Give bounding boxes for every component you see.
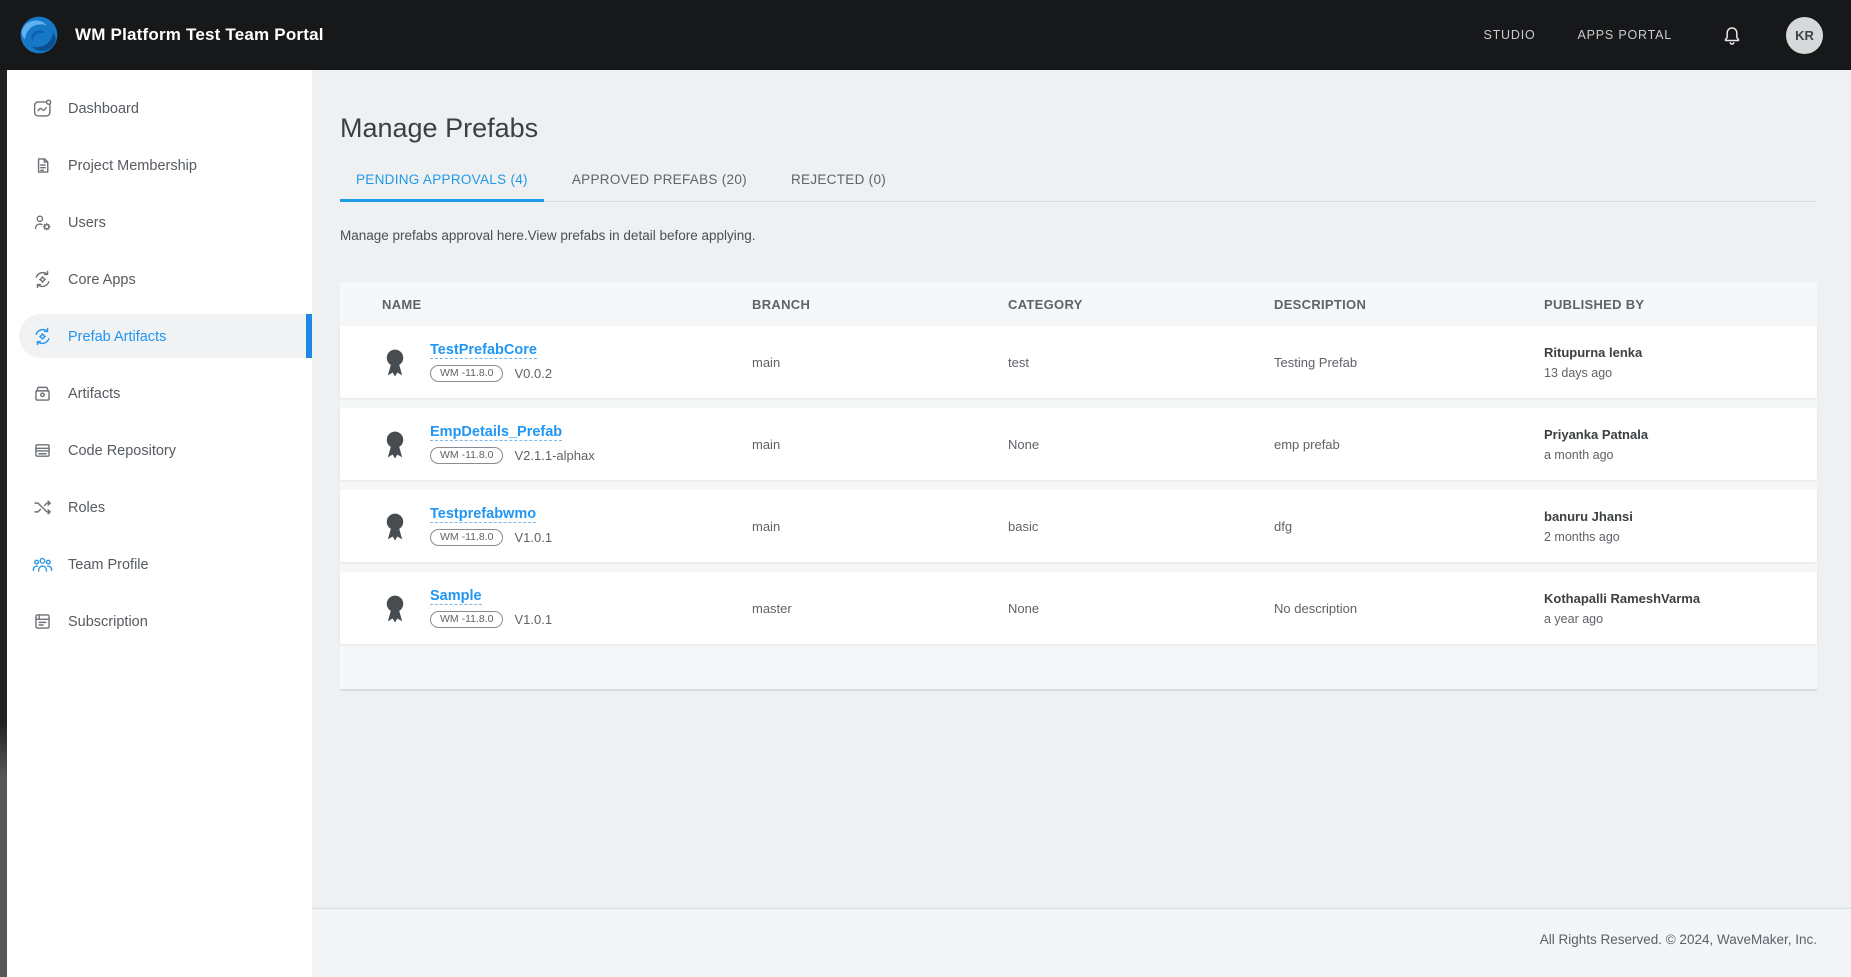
sidebar-item-users[interactable]: Users bbox=[7, 194, 312, 251]
prefab-name-link[interactable]: Testprefabwmo bbox=[430, 506, 537, 523]
project-membership-icon bbox=[31, 155, 53, 177]
branch-cell: main bbox=[752, 518, 781, 534]
copyright-text: All Rights Reserved. © 2024, WaveMaker, … bbox=[1539, 932, 1817, 947]
wm-version-chip: WM -11.8.0 bbox=[430, 611, 504, 628]
column-header-category: CATEGORY bbox=[1008, 296, 1083, 312]
active-item-background bbox=[19, 314, 312, 358]
description-cell: Testing Prefab bbox=[1274, 354, 1358, 370]
column-header-published-by: PUBLISHED BY bbox=[1544, 296, 1645, 312]
sidebar-item-project-membership[interactable]: Project Membership bbox=[7, 137, 312, 194]
user-avatar[interactable]: KR bbox=[1786, 16, 1823, 54]
prefab-name-link[interactable]: TestPrefabCore bbox=[430, 342, 537, 359]
published-by-name: Ritupurna lenka bbox=[1544, 344, 1643, 360]
sidebar-item-team-profile[interactable]: Team Profile bbox=[7, 536, 312, 593]
users-gear-icon bbox=[31, 212, 53, 234]
table-row: Sample WM -11.8.0 V1.0.1 master None No … bbox=[340, 572, 1817, 644]
category-cell: None bbox=[1008, 436, 1040, 452]
description-cell: No description bbox=[1274, 600, 1358, 616]
published-by-name: banuru Jhansi bbox=[1544, 508, 1633, 524]
wm-version-chip: WM -11.8.0 bbox=[430, 529, 504, 546]
category-cell: basic bbox=[1008, 518, 1039, 534]
sidebar-item-artifacts[interactable]: Artifacts bbox=[7, 365, 312, 422]
prefab-version: V2.1.1-alphax bbox=[514, 448, 595, 463]
table-row: TestPrefabCore WM -11.8.0 V0.0.2 main te… bbox=[340, 326, 1817, 398]
category-cell: test bbox=[1008, 354, 1029, 370]
prefab-artifacts-sync-icon bbox=[31, 326, 53, 348]
sidebar-item-prefab-artifacts[interactable]: Prefab Artifacts bbox=[7, 308, 312, 365]
tab-bar: PENDING APPROVALS (4) APPROVED PREFABS (2… bbox=[340, 172, 1817, 202]
sidebar-item-core-apps[interactable]: Core Apps bbox=[7, 251, 312, 308]
tab-rejected-0[interactable]: REJECTED (0) bbox=[790, 172, 887, 187]
published-by-name: Kothapalli RameshVarma bbox=[1544, 590, 1701, 606]
team-profile-icon bbox=[31, 554, 53, 576]
tab-approved-prefabs-20[interactable]: APPROVED PREFABS (20) bbox=[571, 172, 747, 187]
prefab-badge-icon bbox=[382, 347, 408, 378]
code-repository-icon bbox=[31, 440, 53, 462]
prefab-name-link[interactable]: EmpDetails_Prefab bbox=[430, 424, 563, 441]
page-title: Manage Prefabs bbox=[340, 113, 539, 143]
core-apps-sync-icon bbox=[31, 269, 53, 291]
active-indicator bbox=[306, 314, 312, 358]
sidebar-item-code-repository[interactable]: Code Repository bbox=[7, 422, 312, 479]
apps-portal-link[interactable]: APPS PORTAL bbox=[1577, 28, 1672, 42]
artifacts-archive-icon bbox=[31, 383, 53, 405]
wavemaker-logo-icon bbox=[18, 14, 60, 56]
dashboard-icon bbox=[31, 98, 53, 120]
branch-cell: main bbox=[752, 436, 781, 452]
prefab-version: V1.0.1 bbox=[514, 612, 553, 627]
page-description: Manage prefabs approval here.View prefab… bbox=[340, 228, 756, 243]
sidebar-item-dashboard[interactable]: Dashboard bbox=[7, 80, 312, 137]
subscription-icon bbox=[31, 611, 53, 633]
app-header: WM Platform Test Team Portal STUDIO APPS… bbox=[0, 0, 1851, 70]
prefab-version: V1.0.1 bbox=[514, 530, 553, 545]
page-footer: All Rights Reserved. © 2024, WaveMaker, … bbox=[312, 908, 1851, 977]
column-header-branch: BRANCH bbox=[752, 296, 811, 312]
prefab-badge-icon bbox=[382, 593, 408, 624]
left-scroll-strip bbox=[0, 70, 7, 977]
published-by-name: Priyanka Patnala bbox=[1544, 426, 1649, 442]
column-header-name: NAME bbox=[382, 296, 422, 312]
studio-link[interactable]: STUDIO bbox=[1483, 28, 1536, 42]
main-content: Manage Prefabs PENDING APPROVALS (4) APPR… bbox=[312, 70, 1851, 908]
table-row: EmpDetails_Prefab WM -11.8.0 V2.1.1-alph… bbox=[340, 408, 1817, 480]
wm-version-chip: WM -11.8.0 bbox=[430, 447, 504, 464]
sidebar-item-subscription[interactable]: Subscription bbox=[7, 593, 312, 650]
roles-shuffle-icon bbox=[31, 497, 53, 519]
branch-cell: master bbox=[752, 600, 792, 616]
category-cell: None bbox=[1008, 600, 1040, 616]
wm-version-chip: WM -11.8.0 bbox=[430, 365, 504, 382]
published-time: 13 days ago bbox=[1544, 365, 1613, 380]
description-cell: dfg bbox=[1274, 518, 1293, 534]
prefab-name-link[interactable]: Sample bbox=[430, 588, 482, 605]
prefab-badge-icon bbox=[382, 511, 408, 542]
description-cell: emp prefab bbox=[1274, 436, 1340, 452]
sidebar-item-roles[interactable]: Roles bbox=[7, 479, 312, 536]
table-row: Testprefabwmo WM -11.8.0 V1.0.1 main bas… bbox=[340, 490, 1817, 562]
column-header-description: DESCRIPTION bbox=[1274, 296, 1367, 312]
prefabs-table: NAME BRANCH CATEGORY DESCRIPTION PUBLISHED B… bbox=[340, 282, 1817, 691]
portal-title: WM Platform Test Team Portal bbox=[75, 25, 324, 44]
published-time: a month ago bbox=[1544, 447, 1614, 462]
tab-pending-approvals-4[interactable]: PENDING APPROVALS (4) bbox=[340, 172, 544, 202]
table-header-row: NAME BRANCH CATEGORY DESCRIPTION PUBLISHED B… bbox=[340, 282, 1817, 326]
published-time: a year ago bbox=[1544, 611, 1604, 626]
prefab-version: V0.0.2 bbox=[514, 366, 553, 381]
prefab-badge-icon bbox=[382, 429, 408, 460]
published-time: 2 months ago bbox=[1544, 529, 1620, 544]
notification-bell-icon[interactable] bbox=[1720, 23, 1744, 47]
branch-cell: main bbox=[752, 354, 781, 370]
sidebar: Dashboard Project Membership Users Core … bbox=[7, 70, 312, 977]
